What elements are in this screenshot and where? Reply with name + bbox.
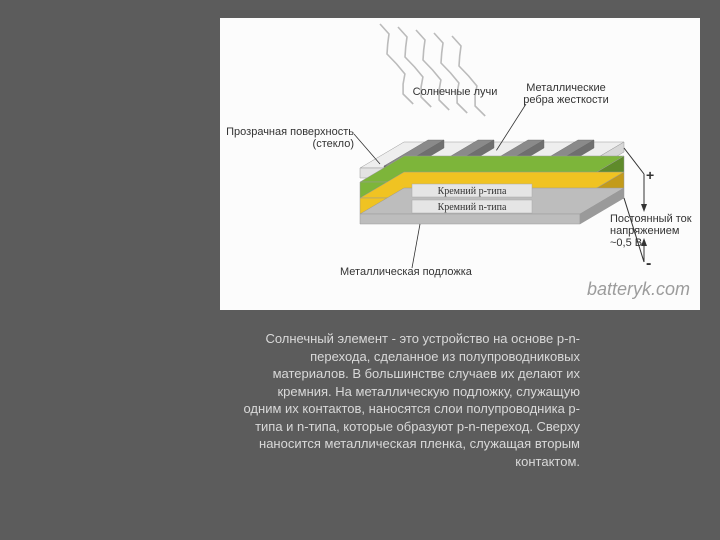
label-metal-ribs: Металлические ребра жесткости <box>516 82 616 106</box>
label-minus: - <box>646 255 651 273</box>
watermark: batteryk.com <box>587 279 690 300</box>
label-sun-rays: Солнечные лучи <box>410 86 500 98</box>
svg-text:Кремний р-типа: Кремний р-типа <box>438 186 507 197</box>
label-current: Постоянный ток напряжением ~0,5 В <box>610 213 698 249</box>
solar-cell-diagram: Кремний р-типа Кремний n-типа batteryk.co… <box>220 18 700 310</box>
label-substrate: Металлическая подложка <box>340 266 480 278</box>
svg-text:Кремний n-типа: Кремний n-типа <box>438 202 507 213</box>
label-plus: + <box>646 168 654 183</box>
label-transparent: Прозрачная поверхность (стекло) <box>226 126 354 150</box>
caption-text: Солнечный элемент - это устройство на ос… <box>240 330 580 470</box>
